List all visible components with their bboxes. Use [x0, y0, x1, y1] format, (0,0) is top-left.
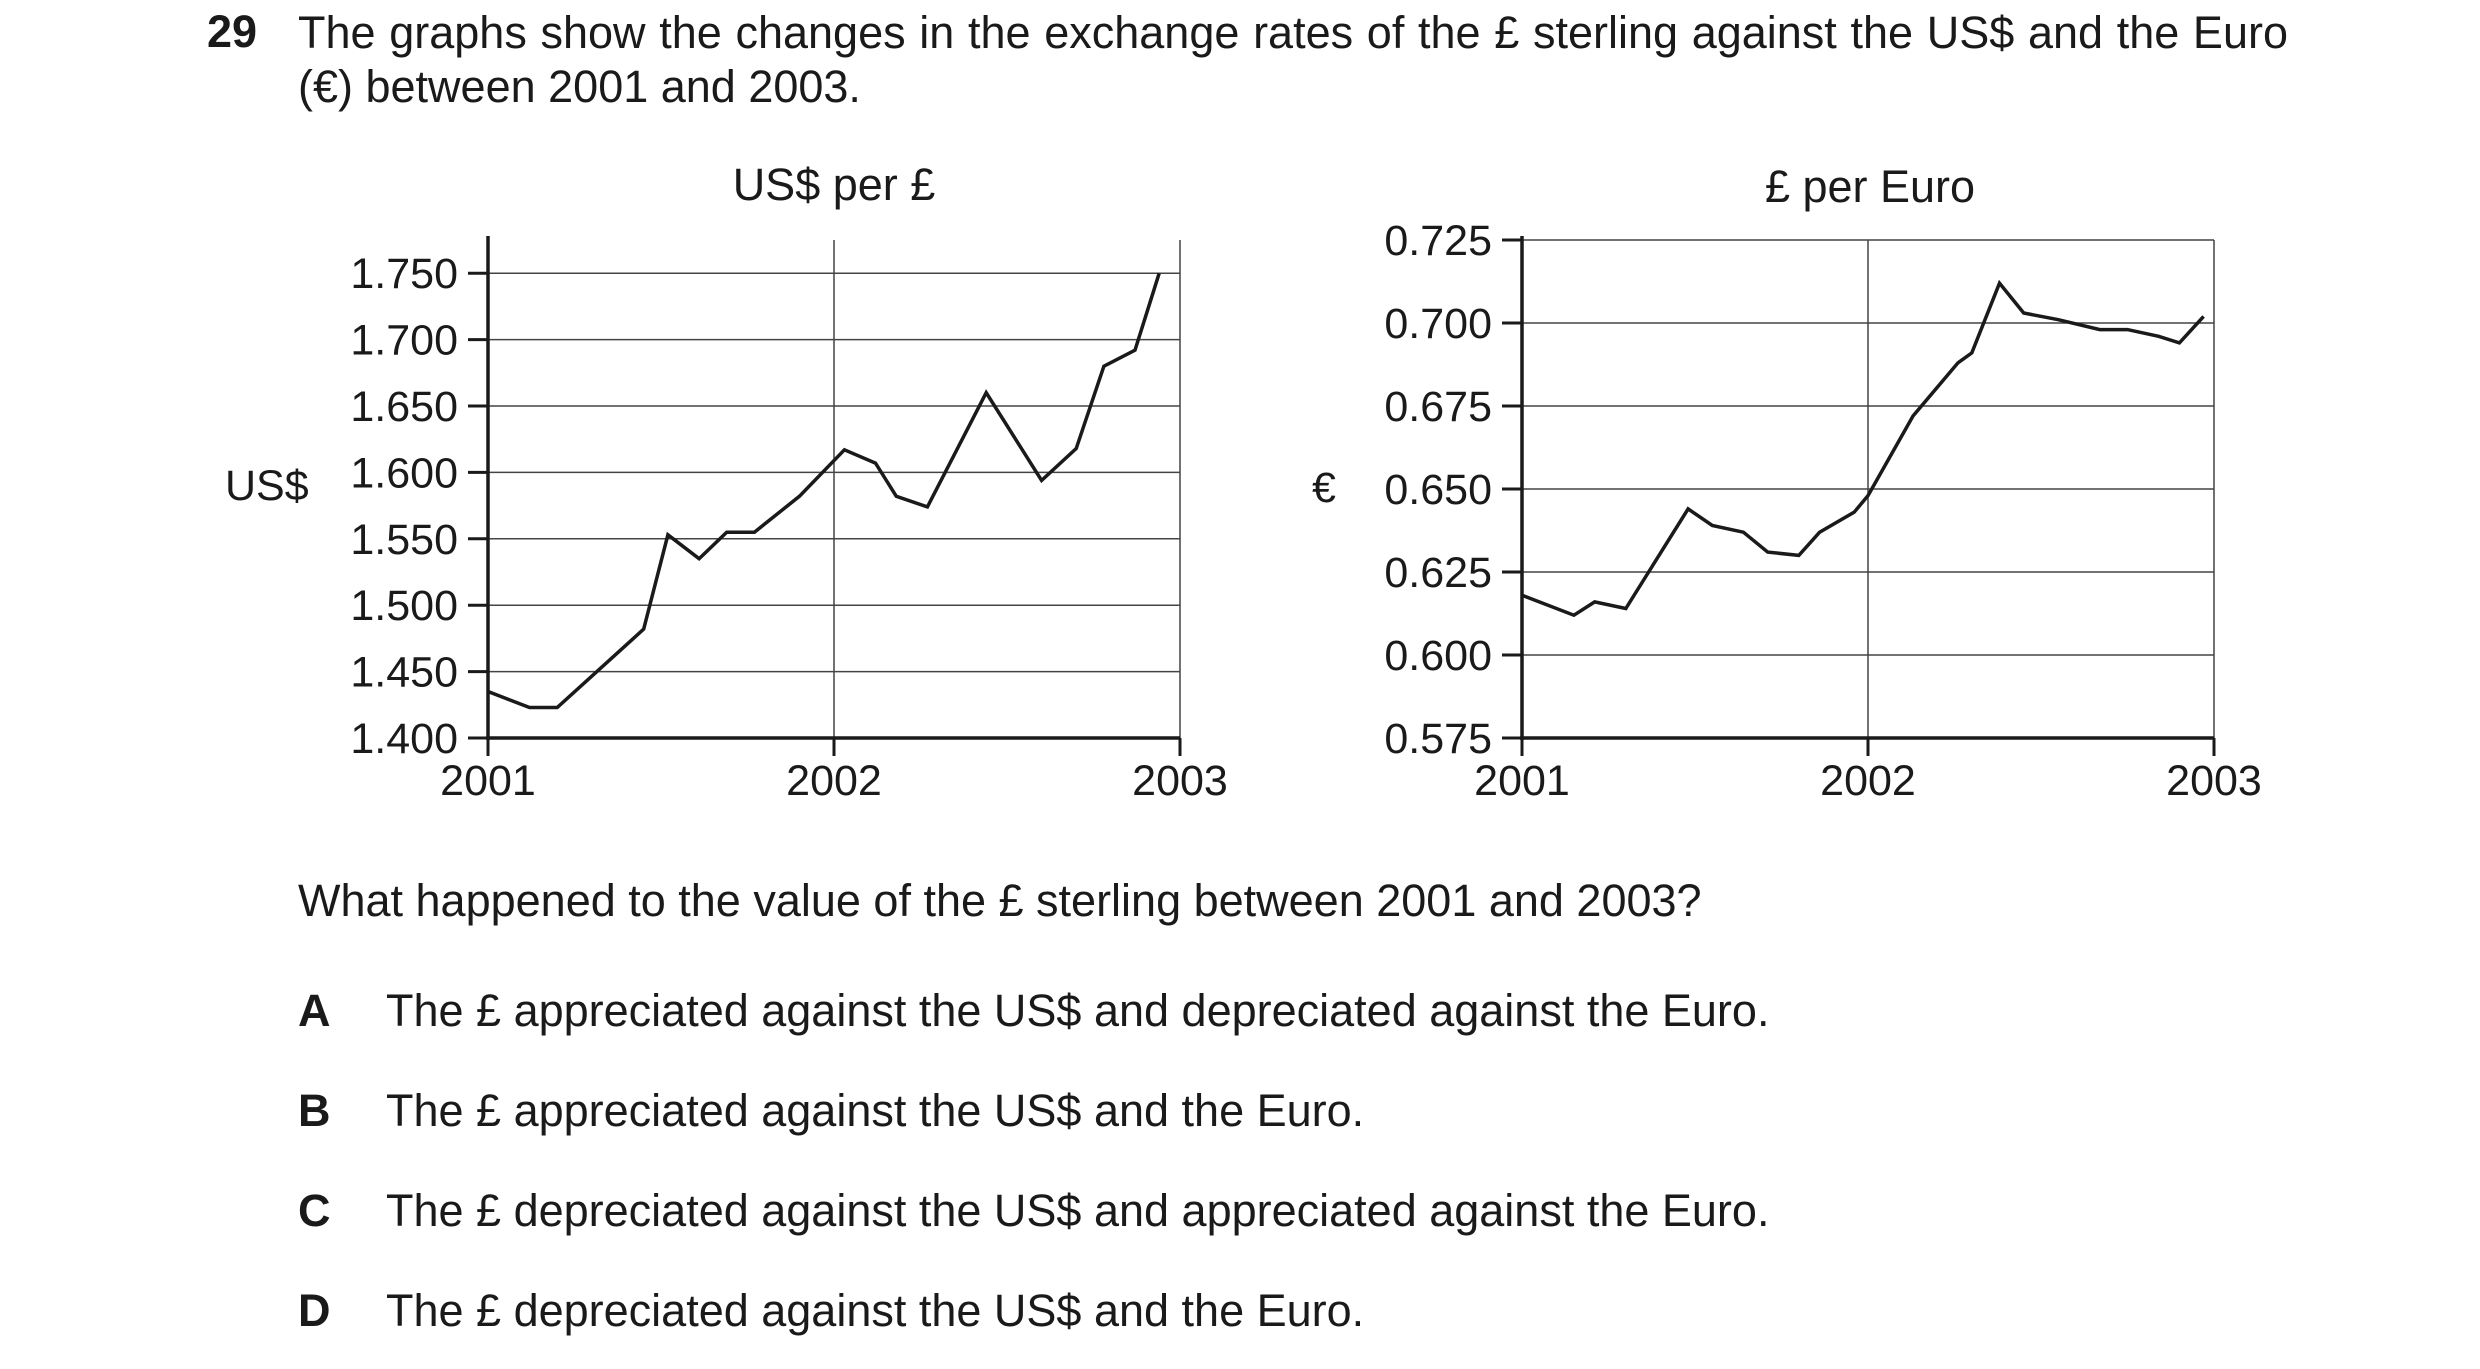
question-number: 29: [207, 6, 258, 57]
chart-euro-y-tick-labels: 0.575 0.600 0.625 0.650 0.675 0.700 0.725: [1384, 217, 1492, 763]
chart-gbp-per-euro: 0.575 0.600 0.625 0.650 0.675 0.700 0.725 2001…: [1312, 161, 2262, 805]
usd-y-tick-label: 1.650: [350, 383, 458, 431]
usd-y-tick-label: 1.400: [350, 715, 458, 763]
euro-y-tick-label: 0.725: [1384, 217, 1492, 265]
option-b-text: The £ appreciated against the US$ and th…: [386, 1085, 1365, 1136]
euro-x-tick-label: 2001: [1474, 757, 1570, 805]
question-stem: The graphs show the changes in the excha…: [298, 7, 2288, 112]
chart-euro-series-line: [1521, 279, 2205, 618]
option-d[interactable]: D The £ depreciated against the US$ and t…: [298, 1285, 1364, 1337]
chart-usd-axes: [468, 236, 1182, 756]
usd-y-tick-label: 1.550: [350, 516, 458, 564]
usd-y-tick-label: 1.700: [350, 317, 458, 365]
option-a[interactable]: A The £ appreciated against the US$ and d…: [298, 985, 1769, 1037]
option-c-letter: C: [298, 1185, 331, 1236]
euro-y-tick-label: 0.700: [1384, 300, 1492, 348]
chart-euro-x-tick-labels: 2001 2002 2003: [1474, 757, 2262, 805]
chart-euro-gridlines: [1522, 239, 2215, 738]
euro-x-tick-label: 2002: [1820, 757, 1916, 805]
question-prompt: What happened to the value of the £ ster…: [298, 875, 1702, 926]
euro-y-tick-label: 0.575: [1384, 715, 1492, 763]
euro-y-tick-label: 0.600: [1384, 632, 1492, 680]
chart-usd-y-tick-labels: 1.400 1.450 1.500 1.550 1.600 1.650 1.700 1.750: [350, 250, 458, 763]
usd-y-tick-label: 1.450: [350, 649, 458, 697]
chart-usd-title: US$ per £: [733, 159, 936, 210]
option-b-letter: B: [298, 1085, 331, 1136]
chart-usd-series-line: [487, 272, 1161, 710]
euro-y-tick-label: 0.675: [1384, 383, 1492, 431]
option-a-letter: A: [298, 985, 331, 1036]
chart-usd-per-gbp: 1.400 1.450 1.500 1.550 1.600 1.650 1.700 1.750…: [225, 159, 1228, 805]
option-c[interactable]: C The £ depreciated against the US$ and a…: [298, 1185, 1769, 1237]
usd-x-tick-label: 2002: [786, 757, 882, 805]
option-c-text: The £ depreciated against the US$ and ap…: [386, 1185, 1770, 1236]
usd-x-tick-label: 2001: [440, 757, 536, 805]
usd-y-tick-label: 1.600: [350, 449, 458, 497]
usd-x-tick-label: 2003: [1132, 757, 1228, 805]
option-b[interactable]: B The £ appreciated against the US$ and t…: [298, 1085, 1364, 1137]
option-d-text: The £ depreciated against the US$ and th…: [386, 1285, 1365, 1336]
euro-x-tick-label: 2003: [2166, 757, 2262, 805]
euro-y-tick-label: 0.625: [1384, 549, 1492, 597]
chart-usd-x-tick-labels: 2001 2002 2003: [440, 757, 1228, 805]
chart-euro-title: £ per Euro: [1765, 161, 1975, 212]
euro-y-tick-label: 0.650: [1384, 466, 1492, 514]
option-a-text: The £ appreciated against the US$ and de…: [386, 985, 1770, 1036]
chart-euro-y-axis-label: €: [1312, 464, 1336, 512]
usd-y-tick-label: 1.750: [350, 250, 458, 298]
chart-euro-axes: [1502, 236, 2216, 756]
chart-usd-gridlines: [488, 240, 1181, 738]
option-d-letter: D: [298, 1285, 331, 1336]
usd-y-tick-label: 1.500: [350, 582, 458, 630]
chart-usd-y-axis-label: US$: [225, 462, 309, 510]
